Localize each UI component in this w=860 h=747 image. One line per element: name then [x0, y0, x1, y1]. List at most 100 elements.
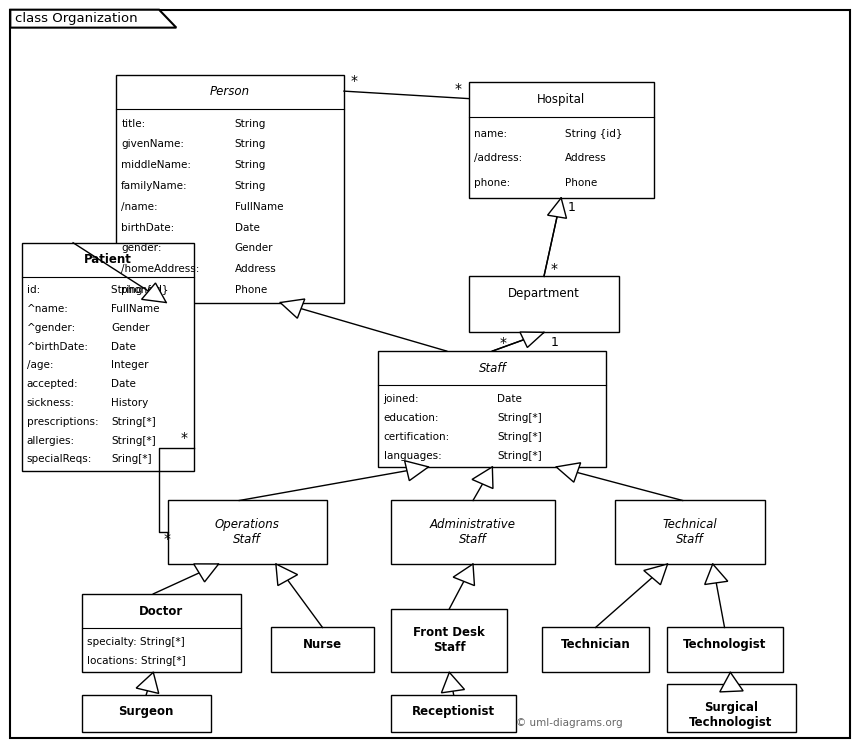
Text: specialty: String[*]: specialty: String[*]: [87, 636, 185, 647]
Text: String: String: [235, 161, 266, 170]
Text: name:: name:: [474, 128, 507, 139]
Text: languages:: languages:: [384, 450, 441, 460]
Text: Phone: Phone: [235, 285, 267, 295]
Text: History: History: [111, 398, 148, 408]
Text: ^gender:: ^gender:: [27, 323, 76, 333]
Text: Date: Date: [497, 394, 522, 403]
Text: Hospital: Hospital: [537, 93, 586, 106]
Text: Surgical
Technologist: Surgical Technologist: [690, 701, 772, 729]
Text: accepted:: accepted:: [27, 379, 78, 389]
Text: String: String: [235, 181, 266, 191]
Text: /age:: /age:: [27, 360, 53, 371]
Text: Technologist: Technologist: [683, 638, 766, 651]
Text: Patient: Patient: [83, 253, 132, 267]
Bar: [542, 627, 649, 672]
Polygon shape: [10, 10, 176, 28]
Text: *: *: [455, 81, 462, 96]
Text: specialReqs:: specialReqs:: [27, 454, 92, 465]
Text: String[*]: String[*]: [111, 436, 156, 445]
Text: birthDate:: birthDate:: [121, 223, 175, 232]
Text: Gender: Gender: [235, 244, 273, 253]
Text: Date: Date: [111, 341, 136, 352]
Text: prescriptions:: prescriptions:: [27, 417, 98, 427]
Text: joined:: joined:: [384, 394, 419, 403]
Bar: [82, 594, 241, 672]
Polygon shape: [136, 672, 159, 693]
Text: String {id}: String {id}: [565, 128, 623, 139]
Text: familyName:: familyName:: [121, 181, 187, 191]
Text: Gender: Gender: [111, 323, 150, 333]
Polygon shape: [194, 564, 218, 582]
Text: /name:: /name:: [121, 202, 158, 212]
Text: /address:: /address:: [474, 153, 522, 164]
Text: *: *: [163, 533, 170, 547]
Text: Technical
Staff: Technical Staff: [663, 518, 717, 546]
Bar: [391, 609, 507, 672]
Text: education:: education:: [384, 412, 439, 423]
Bar: [378, 351, 606, 467]
Text: sickness:: sickness:: [27, 398, 75, 408]
Bar: [666, 684, 796, 732]
Bar: [116, 75, 344, 303]
Text: gender:: gender:: [121, 244, 162, 253]
Polygon shape: [704, 564, 728, 584]
Text: Administrative
Staff: Administrative Staff: [430, 518, 516, 546]
Text: id:: id:: [27, 285, 40, 295]
Bar: [469, 82, 654, 198]
Text: © uml-diagrams.org: © uml-diagrams.org: [516, 719, 623, 728]
Text: Date: Date: [111, 379, 136, 389]
Polygon shape: [404, 461, 428, 480]
Polygon shape: [720, 672, 743, 692]
Bar: [391, 500, 555, 564]
Text: 1: 1: [568, 202, 576, 214]
Text: String[*]: String[*]: [497, 450, 542, 460]
Polygon shape: [472, 467, 493, 489]
Text: *: *: [181, 431, 187, 445]
Text: FullName: FullName: [235, 202, 283, 212]
Text: String[*]: String[*]: [497, 432, 542, 441]
Text: 1: 1: [551, 336, 559, 349]
Polygon shape: [548, 198, 567, 218]
Text: Date: Date: [235, 223, 260, 232]
Text: Staff: Staff: [478, 362, 507, 375]
Text: String[*]: String[*]: [111, 417, 156, 427]
Text: Department: Department: [508, 287, 580, 300]
Text: ^name:: ^name:: [27, 304, 69, 314]
Text: *: *: [499, 336, 507, 350]
Polygon shape: [142, 283, 166, 303]
Text: Person: Person: [210, 85, 250, 99]
Text: Front Desk
Staff: Front Desk Staff: [414, 626, 485, 654]
Bar: [82, 695, 211, 732]
Bar: [168, 500, 327, 564]
Polygon shape: [644, 564, 667, 585]
Text: locations: String[*]: locations: String[*]: [87, 656, 186, 666]
Text: Operations
Staff: Operations Staff: [215, 518, 280, 546]
Text: /homeAddress:: /homeAddress:: [121, 264, 200, 274]
Bar: [469, 276, 619, 332]
Text: certification:: certification:: [384, 432, 450, 441]
Bar: [615, 500, 765, 564]
Text: Address: Address: [235, 264, 276, 274]
Text: Technician: Technician: [561, 638, 630, 651]
Text: FullName: FullName: [111, 304, 159, 314]
Bar: [666, 627, 783, 672]
Text: Integer: Integer: [111, 360, 149, 371]
Text: givenName:: givenName:: [121, 140, 184, 149]
Text: title:: title:: [121, 119, 145, 128]
Polygon shape: [453, 564, 475, 586]
Text: *: *: [351, 74, 358, 88]
Text: phone:: phone:: [474, 178, 510, 188]
Text: allergies:: allergies:: [27, 436, 75, 445]
Text: *: *: [551, 261, 558, 276]
Text: ^birthDate:: ^birthDate:: [27, 341, 89, 352]
Text: middleName:: middleName:: [121, 161, 191, 170]
Text: Surgeon: Surgeon: [119, 705, 174, 719]
Bar: [391, 695, 516, 732]
Text: Sring[*]: Sring[*]: [111, 454, 151, 465]
Polygon shape: [280, 299, 304, 318]
Polygon shape: [276, 564, 298, 586]
Polygon shape: [556, 462, 581, 482]
Text: String {id}: String {id}: [111, 285, 169, 295]
Text: String: String: [235, 119, 266, 128]
Text: Address: Address: [565, 153, 606, 164]
